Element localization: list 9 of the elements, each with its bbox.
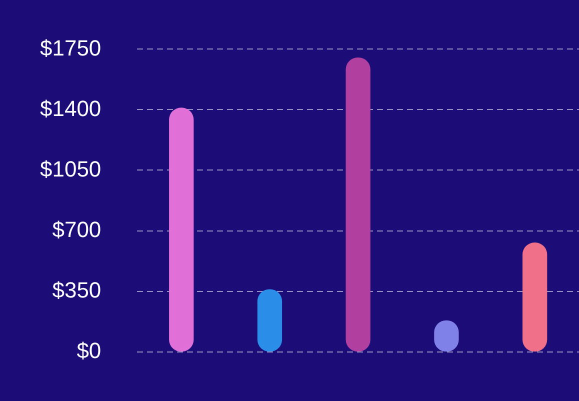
y-tick-label: $0 (76, 338, 102, 363)
y-tick-label: $1400 (40, 96, 102, 121)
y-tick-label: $1750 (40, 35, 102, 60)
y-tick-label: $350 (52, 277, 102, 302)
bar (346, 58, 370, 352)
y-tick-label: $1050 (40, 156, 102, 182)
bar (522, 242, 548, 352)
bar (169, 108, 194, 352)
y-tick-label: $700 (52, 216, 102, 242)
